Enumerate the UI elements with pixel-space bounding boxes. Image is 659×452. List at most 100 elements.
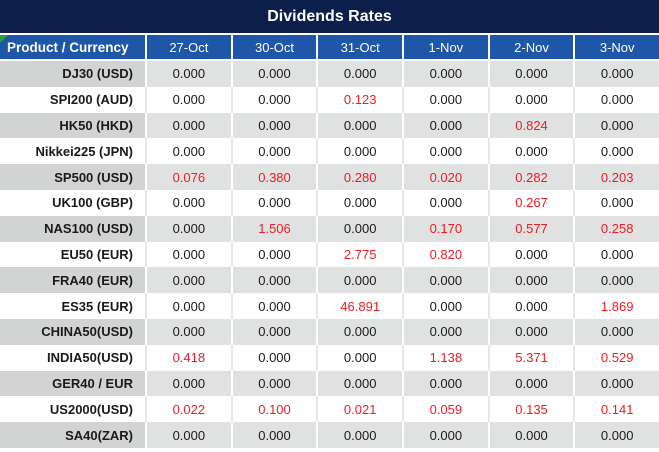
dividend-value-cell[interactable]: 0.000 [230,86,317,113]
dividend-value-cell[interactable]: 0.000 [316,189,403,216]
dividend-value-cell[interactable]: 0.000 [145,267,231,294]
dividend-value-cell-highlighted[interactable]: 0.022 [145,396,231,423]
dividend-value-cell[interactable]: 0.000 [573,138,659,165]
dividend-value-cell[interactable]: 0.000 [145,189,231,216]
dividend-value-cell[interactable]: 0.000 [145,370,231,397]
column-header-3-nov[interactable]: 3-Nov [573,35,659,59]
dividend-value-cell[interactable]: 0.000 [316,112,403,139]
dividend-value-cell[interactable]: 0.000 [402,61,488,87]
dividend-value-cell[interactable]: 0.000 [487,267,574,294]
product-cell[interactable]: UK100 (GBP) [0,189,145,216]
dividend-value-cell[interactable]: 0.000 [487,241,574,268]
product-cell[interactable]: SA40(ZAR) [0,422,145,448]
product-cell[interactable]: Nikkei225 (JPN) [0,138,145,165]
dividend-value-cell[interactable]: 0.000 [145,293,231,319]
dividend-value-cell-highlighted[interactable]: 0.282 [487,164,574,190]
dividend-value-cell[interactable]: 0.000 [316,138,403,165]
dividend-value-cell[interactable]: 0.000 [145,112,231,139]
dividend-value-cell[interactable]: 0.000 [316,370,403,397]
dividend-value-cell-highlighted[interactable]: 0.820 [402,241,488,268]
dividend-value-cell-highlighted[interactable]: 0.529 [573,344,659,371]
dividend-value-cell[interactable]: 0.000 [316,215,403,242]
dividend-value-cell[interactable]: 0.000 [145,138,231,165]
dividend-value-cell[interactable]: 0.000 [487,422,574,448]
product-cell[interactable]: INDIA50(USD) [0,344,145,371]
dividend-value-cell[interactable]: 0.000 [230,293,317,319]
dividend-value-cell[interactable]: 0.000 [230,138,317,165]
dividend-value-cell[interactable]: 0.000 [487,370,574,397]
dividend-value-cell-highlighted[interactable]: 0.141 [573,396,659,423]
dividend-value-cell[interactable]: 0.000 [230,241,317,268]
dividend-value-cell-highlighted[interactable]: 1.138 [402,344,488,371]
dividend-value-cell[interactable]: 0.000 [402,370,488,397]
product-cell[interactable]: GER40 / EUR [0,370,145,397]
dividend-value-cell-highlighted[interactable]: 0.418 [145,344,231,371]
dividend-value-cell-highlighted[interactable]: 0.380 [230,164,317,190]
dividend-value-cell-highlighted[interactable]: 1.869 [573,293,659,319]
dividend-value-cell[interactable]: 0.000 [573,318,659,345]
dividend-value-cell[interactable]: 0.000 [573,86,659,113]
dividend-value-cell[interactable]: 0.000 [573,112,659,139]
dividend-value-cell[interactable]: 0.000 [145,241,231,268]
dividend-value-cell[interactable]: 0.000 [402,318,488,345]
product-cell[interactable]: CHINA50(USD) [0,318,145,345]
dividend-value-cell[interactable]: 0.000 [145,422,231,448]
product-cell[interactable]: SPI200 (AUD) [0,86,145,113]
dividend-value-cell-highlighted[interactable]: 0.076 [145,164,231,190]
dividend-value-cell-highlighted[interactable]: 0.135 [487,396,574,423]
dividend-value-cell[interactable]: 0.000 [573,370,659,397]
column-header-30-oct[interactable]: 30-Oct [230,35,317,59]
dividend-value-cell[interactable]: 0.000 [316,267,403,294]
product-cell[interactable]: SP500 (USD) [0,164,145,190]
dividend-value-cell[interactable]: 0.000 [402,112,488,139]
dividend-value-cell-highlighted[interactable]: 0.577 [487,215,574,242]
dividend-value-cell[interactable]: 0.000 [230,267,317,294]
dividend-value-cell-highlighted[interactable]: 0.203 [573,164,659,190]
dividend-value-cell[interactable]: 0.000 [145,215,231,242]
dividend-value-cell[interactable]: 0.000 [487,138,574,165]
dividend-value-cell[interactable]: 0.000 [487,86,574,113]
dividend-value-cell[interactable]: 0.000 [145,318,231,345]
column-header-1-nov[interactable]: 1-Nov [402,35,488,59]
dividend-value-cell[interactable]: 0.000 [316,344,403,371]
dividend-value-cell-highlighted[interactable]: 0.021 [316,396,403,423]
dividend-value-cell[interactable]: 0.000 [230,422,317,448]
product-currency-header-cell[interactable]: Product / Currency [0,35,145,59]
dividend-value-cell[interactable]: 0.000 [316,61,403,87]
dividend-value-cell[interactable]: 0.000 [316,318,403,345]
dividend-value-cell[interactable]: 0.000 [230,318,317,345]
dividend-value-cell[interactable]: 0.000 [145,86,231,113]
dividend-value-cell[interactable]: 0.000 [573,422,659,448]
dividend-value-cell[interactable]: 0.000 [316,422,403,448]
dividend-value-cell[interactable]: 0.000 [573,267,659,294]
dividend-value-cell-highlighted[interactable]: 0.824 [487,112,574,139]
product-cell[interactable]: US2000(USD) [0,396,145,423]
dividend-value-cell[interactable]: 0.000 [573,61,659,87]
dividend-value-cell[interactable]: 0.000 [230,61,317,87]
dividend-value-cell-highlighted[interactable]: 0.258 [573,215,659,242]
dividend-value-cell[interactable]: 0.000 [230,112,317,139]
dividend-value-cell[interactable]: 0.000 [230,370,317,397]
dividend-value-cell[interactable]: 0.000 [402,138,488,165]
dividend-value-cell-highlighted[interactable]: 0.280 [316,164,403,190]
column-header-31-oct[interactable]: 31-Oct [316,35,403,59]
column-header-2-nov[interactable]: 2-Nov [487,35,574,59]
dividend-value-cell[interactable]: 0.000 [402,189,488,216]
dividend-value-cell-highlighted[interactable]: 2.775 [316,241,403,268]
product-cell[interactable]: NAS100 (USD) [0,215,145,242]
dividend-value-cell-highlighted[interactable]: 0.020 [402,164,488,190]
product-cell[interactable]: ES35 (EUR) [0,293,145,319]
dividend-value-cell[interactable]: 0.000 [487,293,574,319]
dividend-value-cell-highlighted[interactable]: 0.267 [487,189,574,216]
dividend-value-cell[interactable]: 0.000 [230,189,317,216]
column-header-27-oct[interactable]: 27-Oct [145,35,231,59]
product-cell[interactable]: FRA40 (EUR) [0,267,145,294]
dividend-value-cell[interactable]: 0.000 [230,344,317,371]
dividend-value-cell[interactable]: 0.000 [402,293,488,319]
product-cell[interactable]: DJ30 (USD) [0,61,145,87]
dividend-value-cell-highlighted[interactable]: 0.059 [402,396,488,423]
dividend-value-cell[interactable]: 0.000 [487,61,574,87]
dividend-value-cell-highlighted[interactable]: 1.506 [230,215,317,242]
dividend-value-cell[interactable]: 0.000 [573,189,659,216]
dividend-value-cell[interactable]: 0.000 [573,241,659,268]
